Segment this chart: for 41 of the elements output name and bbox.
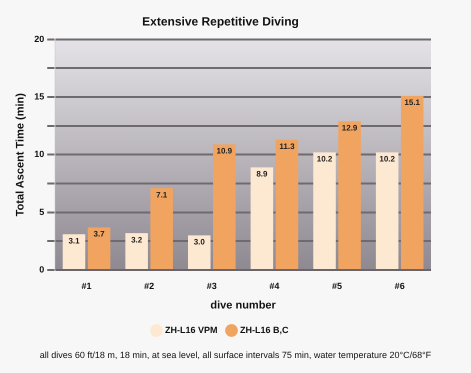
data-label: 3.2 (131, 235, 143, 244)
data-label: 15.1 (404, 98, 421, 108)
data-label: 10.9 (216, 146, 233, 156)
bar (125, 233, 148, 269)
y-axis-title: Total Ascent Time (min) (14, 92, 27, 216)
data-label: 10.2 (316, 154, 333, 164)
bar (338, 121, 361, 269)
y-tick-label: 0 (39, 264, 44, 274)
bar (188, 235, 211, 269)
data-label: 10.2 (379, 154, 396, 164)
legend-label: ZH-L16 B,C (240, 324, 290, 335)
x-tick-label: #6 (394, 280, 405, 291)
x-tick-label: #2 (144, 280, 154, 291)
bar (400, 96, 424, 269)
text: all dives 60 ft/18 m, 18 min, at sea level, all surface intervals 75 min, water temperature 20°C/68°F (38, 350, 432, 360)
y-tick-label: 20 (34, 34, 44, 44)
bar (313, 152, 336, 269)
bar (213, 144, 236, 269)
x-tick-label: #3 (206, 280, 217, 291)
legend-label: ZH-L16 VPM (164, 324, 218, 335)
data-label: 7.1 (156, 190, 168, 200)
bar (88, 227, 110, 269)
data-label: 8.9 (256, 170, 268, 179)
y-tick-label: 10 (34, 149, 44, 160)
x-axis-title: dive number (210, 299, 277, 312)
bar (276, 140, 298, 269)
data-label: 3.0 (194, 238, 206, 247)
y-tick-label: 15 (34, 92, 44, 102)
data-label: 12.9 (342, 123, 358, 132)
bar (376, 152, 398, 269)
bar (62, 234, 86, 269)
y-tick-label: 5 (39, 206, 44, 217)
data-label: 3.7 (93, 230, 106, 239)
data-label: 11.3 (279, 142, 296, 151)
x-tick-label: #1 (82, 280, 92, 291)
bar (250, 167, 274, 269)
chart-title: Extensive Repetitive Diving (142, 14, 299, 29)
bar (150, 188, 173, 269)
x-tick-label: #4 (269, 280, 280, 291)
data-label: 3.1 (68, 236, 80, 246)
x-tick-label: #5 (332, 280, 342, 291)
